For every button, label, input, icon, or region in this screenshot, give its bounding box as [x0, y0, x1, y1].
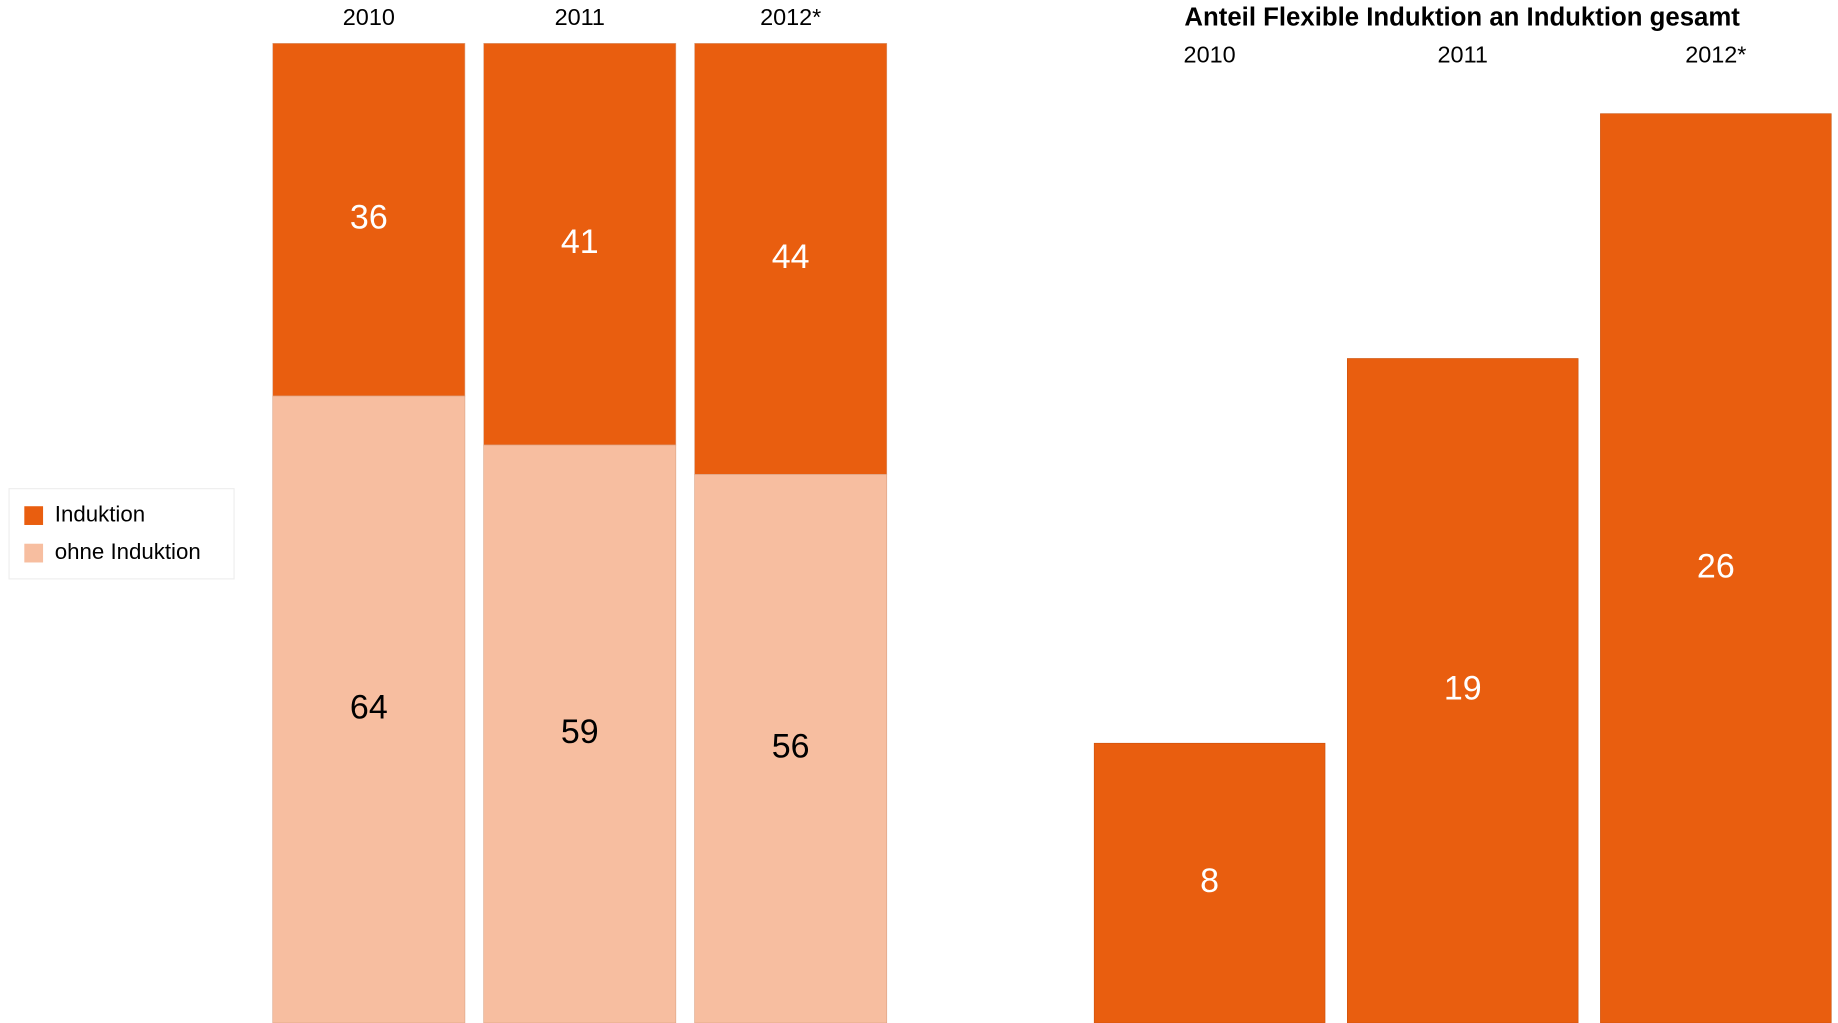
data-label: 36 — [350, 199, 388, 237]
data-label: 59 — [561, 713, 599, 751]
legend-swatch — [24, 506, 44, 525]
data-label: 41 — [561, 223, 599, 261]
x-tick-label: 2010 — [343, 4, 395, 30]
legend-label: ohne Induktion — [55, 539, 201, 564]
data-label: 26 — [1697, 547, 1735, 585]
x-tick-label: 2011 — [555, 4, 605, 30]
x-tick-label: 2011 — [1438, 41, 1488, 67]
legend-label: Induktion — [55, 501, 145, 526]
legend-swatch — [24, 543, 44, 563]
data-label: 64 — [350, 688, 388, 726]
bar-segment — [694, 474, 888, 1023]
data-label: 19 — [1444, 670, 1482, 708]
x-tick-label: 2012* — [760, 4, 821, 30]
data-label: 44 — [772, 238, 810, 276]
bar — [1093, 742, 1326, 1023]
bar-segment — [483, 444, 677, 1023]
chart-title: Anteil Flexible Induktion an Induktion g… — [1184, 4, 1740, 32]
x-tick-label: 2010 — [1184, 41, 1236, 67]
bar-segment — [272, 395, 466, 1023]
bar-segment — [483, 43, 677, 446]
bar-segment — [272, 43, 466, 397]
legend-box — [8, 488, 235, 580]
bar — [1600, 113, 1832, 1023]
bar-segment — [694, 43, 888, 475]
x-tick-label: 2012* — [1685, 41, 1746, 67]
data-label: 8 — [1200, 862, 1219, 900]
data-label: 56 — [772, 728, 810, 766]
